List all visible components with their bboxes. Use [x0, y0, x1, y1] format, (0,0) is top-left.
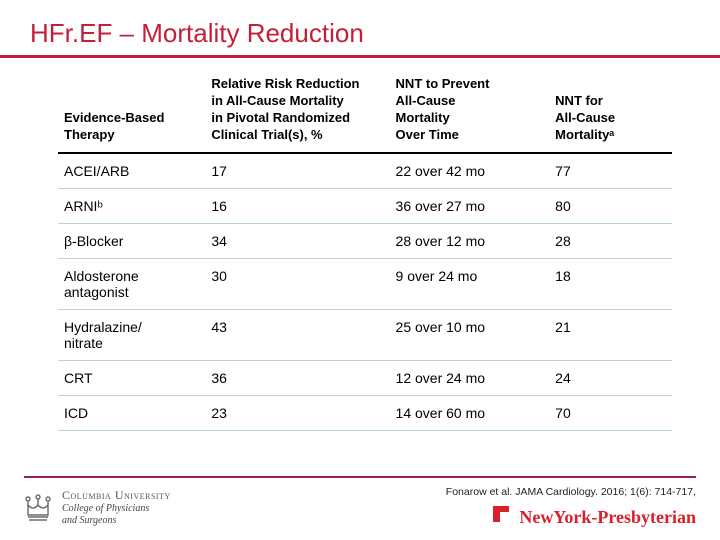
cell-nnt_time: 25 over 10 mo	[390, 309, 550, 360]
cell-rrr: 34	[205, 223, 389, 258]
columbia-name: Columbia University	[62, 489, 171, 502]
table-row: ACEI/ARB1722 over 42 mo77	[58, 153, 672, 189]
mortality-table: Evidence-BasedTherapy Relative Risk Redu…	[58, 70, 672, 431]
col-header-nnt-time: NNT to PreventAll-CauseMortalityOver Tim…	[390, 70, 550, 153]
cell-therapy: CRT	[58, 360, 205, 395]
table-row: Aldosteroneantagonist309 over 24 mo18	[58, 258, 672, 309]
cell-nnt_time: 22 over 42 mo	[390, 153, 550, 189]
citation: Fonarow et al. JAMA Cardiology. 2016; 1(…	[446, 486, 696, 498]
table-body: ACEI/ARB1722 over 42 mo77ARNIᵇ1636 over …	[58, 153, 672, 431]
cell-therapy: ACEI/ARB	[58, 153, 205, 189]
table-header-row: Evidence-BasedTherapy Relative Risk Redu…	[58, 70, 672, 153]
cell-nnt_time: 28 over 12 mo	[390, 223, 550, 258]
cell-nnt: 24	[549, 360, 672, 395]
table-row: Hydralazine/nitrate4325 over 10 mo21	[58, 309, 672, 360]
cell-rrr: 16	[205, 188, 389, 223]
crown-icon	[24, 493, 52, 523]
columbia-sub2: and Surgeons	[62, 516, 171, 527]
table-row: CRT3612 over 24 mo24	[58, 360, 672, 395]
cell-nnt_time: 14 over 60 mo	[390, 395, 550, 430]
nyp-name: NewYork-Presbyterian	[519, 507, 696, 528]
footer: Columbia University College of Physician…	[0, 476, 720, 540]
cell-nnt_time: 36 over 27 mo	[390, 188, 550, 223]
cell-nnt: 28	[549, 223, 672, 258]
columbia-logo: Columbia University College of Physician…	[24, 489, 171, 527]
col-header-nnt: NNT forAll-CauseMortalityᵃ	[549, 70, 672, 153]
col-header-rrr: Relative Risk Reductionin All-Cause Mort…	[205, 70, 389, 153]
cell-nnt: 21	[549, 309, 672, 360]
table-row: ARNIᵇ1636 over 27 mo80	[58, 188, 672, 223]
nyp-logo: NewYork-Presbyterian	[446, 504, 696, 530]
nyp-mark-icon	[491, 504, 513, 530]
cell-rrr: 17	[205, 153, 389, 189]
mortality-table-container: Evidence-BasedTherapy Relative Risk Redu…	[0, 58, 720, 431]
title-bar: HFr.EF – Mortality Reduction	[0, 0, 720, 58]
cell-nnt: 70	[549, 395, 672, 430]
footer-rule	[24, 476, 696, 478]
cell-therapy: β-Blocker	[58, 223, 205, 258]
cell-rrr: 30	[205, 258, 389, 309]
table-row: β-Blocker3428 over 12 mo28	[58, 223, 672, 258]
cell-therapy: ICD	[58, 395, 205, 430]
cell-therapy: Hydralazine/nitrate	[58, 309, 205, 360]
cell-rrr: 23	[205, 395, 389, 430]
cell-nnt: 77	[549, 153, 672, 189]
cell-nnt_time: 12 over 24 mo	[390, 360, 550, 395]
cell-therapy: ARNIᵇ	[58, 188, 205, 223]
cell-therapy: Aldosteroneantagonist	[58, 258, 205, 309]
cell-rrr: 43	[205, 309, 389, 360]
columbia-sub1: College of Physicians	[62, 504, 171, 515]
cell-nnt_time: 9 over 24 mo	[390, 258, 550, 309]
col-header-therapy: Evidence-BasedTherapy	[58, 70, 205, 153]
table-row: ICD2314 over 60 mo70	[58, 395, 672, 430]
cell-nnt: 18	[549, 258, 672, 309]
cell-rrr: 36	[205, 360, 389, 395]
cell-nnt: 80	[549, 188, 672, 223]
page-title: HFr.EF – Mortality Reduction	[30, 18, 720, 49]
